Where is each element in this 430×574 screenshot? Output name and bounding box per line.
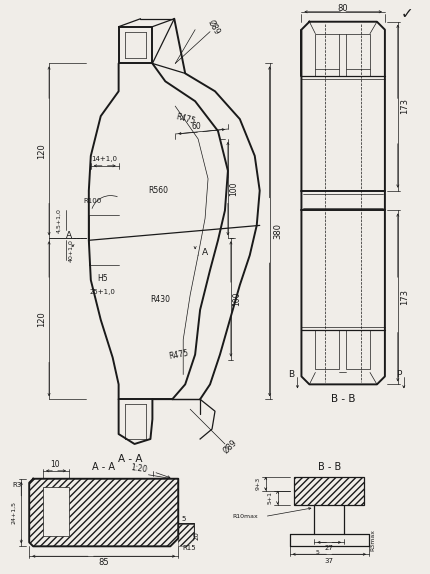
Text: 173: 173 — [400, 289, 409, 305]
Text: 5+1: 5+1 — [267, 491, 272, 504]
Text: A - A: A - A — [118, 454, 143, 464]
Bar — [43, 487, 69, 536]
Text: R560: R560 — [148, 186, 169, 195]
Text: A: A — [202, 248, 208, 257]
Text: B - B: B - B — [318, 462, 341, 472]
Text: P: P — [396, 370, 402, 379]
Text: 60: 60 — [191, 122, 201, 130]
Text: 100: 100 — [232, 292, 241, 306]
Text: 9+3: 9+3 — [255, 477, 260, 490]
Polygon shape — [295, 477, 364, 505]
Text: 27: 27 — [325, 545, 334, 551]
Text: 380: 380 — [273, 223, 282, 239]
Text: Ø89: Ø89 — [221, 439, 239, 456]
Text: A - A: A - A — [92, 462, 115, 472]
Text: Ø89: Ø89 — [206, 19, 222, 37]
Text: 85: 85 — [98, 558, 109, 567]
Bar — [346, 34, 370, 69]
Text: ✓: ✓ — [400, 6, 413, 21]
Bar — [315, 34, 339, 69]
Text: 4,5+1,0: 4,5+1,0 — [56, 208, 61, 233]
Text: 20: 20 — [193, 531, 199, 540]
Text: H5: H5 — [98, 274, 108, 282]
Text: R475: R475 — [168, 348, 189, 360]
Text: 40+1,0: 40+1,0 — [68, 239, 74, 262]
Text: R3: R3 — [12, 482, 21, 488]
Text: 10: 10 — [50, 460, 60, 470]
Text: 173: 173 — [400, 98, 409, 114]
Text: R430: R430 — [150, 296, 170, 304]
Text: A: A — [66, 231, 72, 240]
Text: R15: R15 — [182, 545, 196, 551]
Text: B: B — [289, 370, 295, 379]
Text: 5: 5 — [315, 550, 319, 555]
Polygon shape — [29, 479, 178, 546]
Text: 25+1,0: 25+1,0 — [90, 289, 116, 295]
Text: 120: 120 — [37, 143, 46, 159]
Text: R3max: R3max — [371, 529, 375, 552]
Text: 14+1,0: 14+1,0 — [92, 156, 118, 162]
Bar — [346, 329, 370, 370]
Text: 5: 5 — [181, 517, 186, 522]
Text: 80: 80 — [338, 5, 348, 13]
Text: 37: 37 — [325, 559, 334, 564]
Bar — [315, 329, 339, 370]
Text: R10max: R10max — [232, 514, 258, 519]
Text: R475: R475 — [175, 112, 196, 126]
Text: 24+1,5: 24+1,5 — [11, 501, 16, 524]
Text: 120: 120 — [37, 311, 46, 327]
Text: B - B: B - B — [331, 394, 356, 404]
Polygon shape — [178, 525, 194, 546]
Text: 100: 100 — [229, 181, 238, 196]
Text: R100: R100 — [84, 197, 102, 204]
Text: 1:20: 1:20 — [129, 463, 147, 475]
